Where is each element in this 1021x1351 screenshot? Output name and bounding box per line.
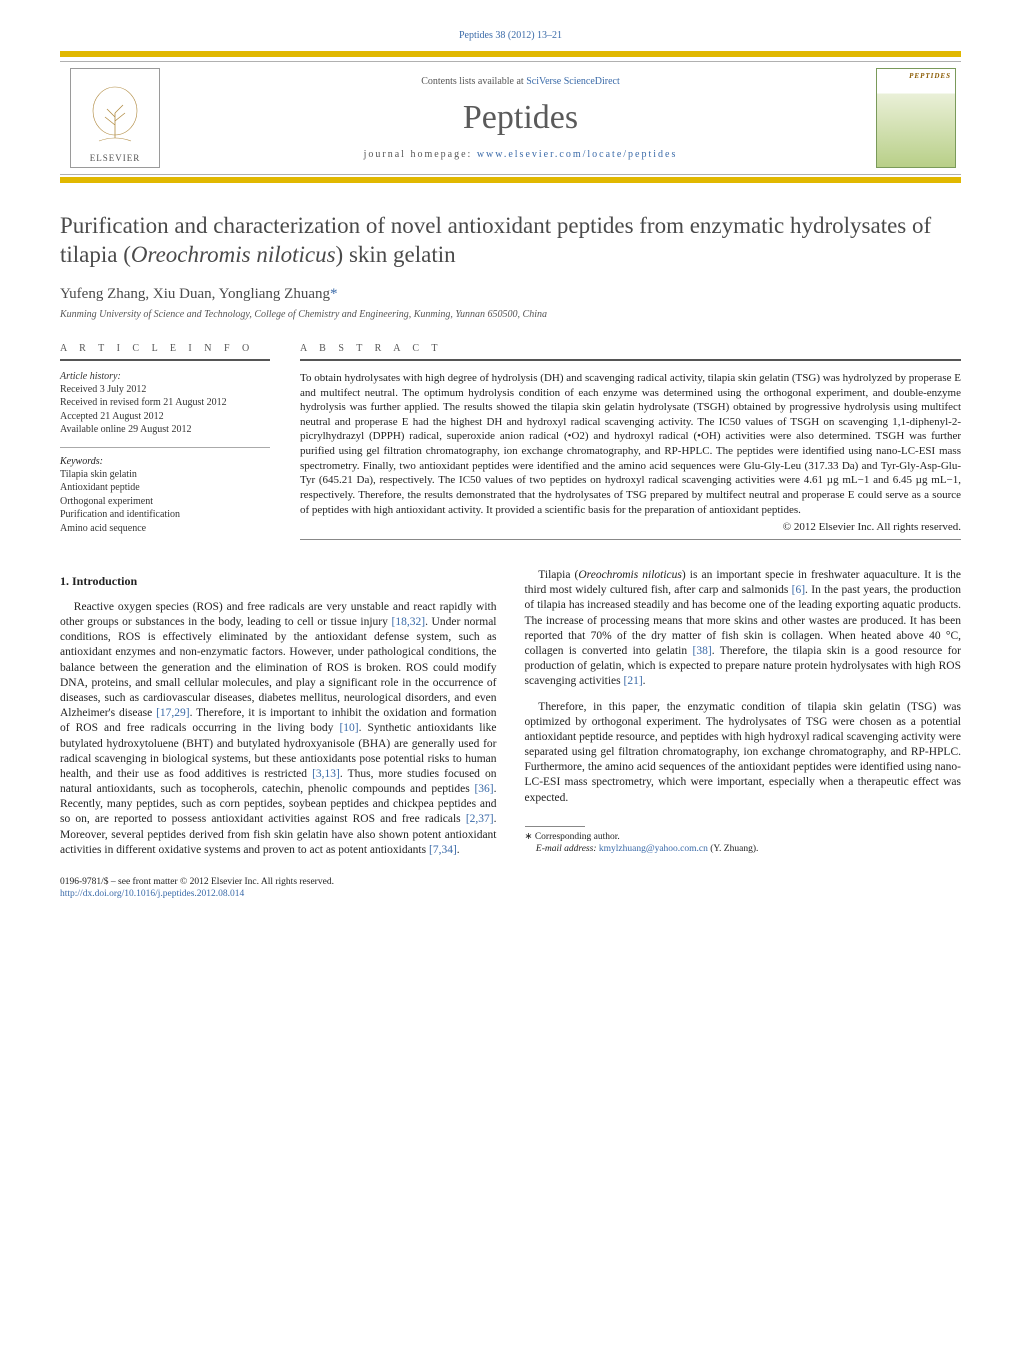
footnote-corr: ∗ Corresponding author. [525,831,962,843]
footer-issn: 0196-9781/$ – see front matter © 2012 El… [60,876,961,889]
page-footer: 0196-9781/$ – see front matter © 2012 El… [60,876,961,902]
footnote-email-label: E-mail address: [536,844,597,854]
masthead-center: Contents lists available at SciVerse Sci… [190,68,851,168]
history-accepted: Accepted 21 August 2012 [60,410,270,424]
elsevier-text: ELSEVIER [90,153,141,163]
author-3: Yongliang Zhuang [219,286,330,302]
keyword-1: Tilapia skin gelatin [60,468,270,482]
footer-doi[interactable]: http://dx.doi.org/10.1016/j.peptides.201… [60,889,244,899]
info-rule [60,359,270,361]
elsevier-logo[interactable]: ELSEVIER [70,68,160,168]
journal-cover-wrap: PEPTIDES [871,68,961,168]
abstract-text: To obtain hydrolysates with high degree … [300,371,961,517]
article-info: A R T I C L E I N F O Article history: R… [60,340,270,540]
abstract: A B S T R A C T To obtain hydrolysates w… [300,340,961,540]
info-sub-rule [60,447,270,448]
footnote-email-who: (Y. Zhuang). [710,844,758,854]
footnote-corr-label: Corresponding author. [535,832,620,842]
keyword-2: Antioxidant peptide [60,481,270,495]
cite-10[interactable]: [10] [339,722,358,734]
cite-38[interactable]: [38] [693,645,712,657]
history-received: Received 3 July 2012 [60,383,270,397]
history-revised: Received in revised form 21 August 2012 [60,396,270,410]
keyword-5: Amino acid sequence [60,522,270,536]
homepage-prefix: journal homepage: [364,149,473,160]
author-1: Yufeng Zhang [60,286,145,302]
intro-p3: Therefore, in this paper, the enzymatic … [525,700,962,806]
masthead: ELSEVIER Contents lists available at Sci… [60,68,961,168]
p1b: . Under normal conditions, ROS is effect… [60,616,497,719]
accent-rule-top [60,51,961,57]
journal-name: Peptides [463,99,578,137]
tree-icon [80,83,150,153]
running-head: Peptides 38 (2012) 13–21 [60,30,961,41]
title-species: Oreochromis niloticus [131,242,336,267]
contents-prefix: Contents lists available at [421,76,523,87]
cite-36[interactable]: [36] [474,783,493,795]
intro-p1: Reactive oxygen species (ROS) and free r… [60,600,497,858]
p2e: . [643,675,646,687]
cite-3-13[interactable]: [3,13] [312,768,340,780]
running-head-journal[interactable]: Peptides [459,30,493,41]
title-post: ) skin gelatin [336,242,456,267]
footnote-email-link[interactable]: kmylzhuang@yahoo.com.cn [599,844,708,854]
post-abstract-rule [300,539,961,540]
abstract-copyright: © 2012 Elsevier Inc. All rights reserved… [300,521,961,533]
keyword-4: Purification and identification [60,508,270,522]
keyword-3: Orthogonal experiment [60,495,270,509]
p2a: Tilapia ( [538,569,578,581]
article-title: Purification and characterization of nov… [60,211,961,270]
footnote-mark: ∗ [525,832,533,842]
info-abstract-row: A R T I C L E I N F O Article history: R… [60,340,961,540]
keywords-head: Keywords: [60,456,270,467]
intro-head: 1. Introduction [60,574,497,590]
article-info-head: A R T I C L E I N F O [60,343,254,356]
cite-7-34[interactable]: [7,34] [429,844,457,856]
accent-rule-bottom [60,177,961,183]
journal-cover-title: PEPTIDES [877,69,955,83]
journal-cover[interactable]: PEPTIDES [876,68,956,168]
affiliation: Kunming University of Science and Techno… [60,309,961,320]
p1h: . [457,844,460,856]
homepage-url[interactable]: www.elsevier.com/locate/peptides [477,149,678,160]
abstract-rule [300,359,961,361]
contents-line: Contents lists available at SciVerse Sci… [421,76,620,87]
cite-17-29[interactable]: [17,29] [156,707,190,719]
contents-link[interactable]: SciVerse ScienceDirect [526,76,620,87]
author-2: Xiu Duan [153,286,212,302]
mid-rule [60,174,961,175]
top-rule [60,61,961,62]
cite-18-32[interactable]: [18,32] [392,616,426,628]
p2-species: Oreochromis niloticus [578,569,682,581]
cite-2-37[interactable]: [2,37] [466,813,494,825]
abstract-head: A B S T R A C T [300,343,443,356]
footnote-wrap: ∗ Corresponding author. E-mail address: … [525,826,962,856]
publisher-logo-wrap: ELSEVIER [60,68,170,168]
authors: Yufeng Zhang, Xiu Duan, Yongliang Zhuang… [60,286,961,303]
running-head-citation: 38 (2012) 13–21 [495,30,562,41]
cite-21[interactable]: [21] [624,675,643,687]
cite-6[interactable]: [6] [792,584,805,596]
journal-homepage: journal homepage: www.elsevier.com/locat… [364,149,678,160]
footnote-rule [525,826,585,827]
footnote-email: E-mail address: kmylzhuang@yahoo.com.cn … [525,843,962,855]
history-head: Article history: [60,371,270,382]
intro-p2: Tilapia (Oreochromis niloticus) is an im… [525,568,962,689]
body-columns: 1. Introduction Reactive oxygen species … [60,568,961,862]
corresponding-mark[interactable]: * [330,286,338,302]
history-online: Available online 29 August 2012 [60,423,270,437]
